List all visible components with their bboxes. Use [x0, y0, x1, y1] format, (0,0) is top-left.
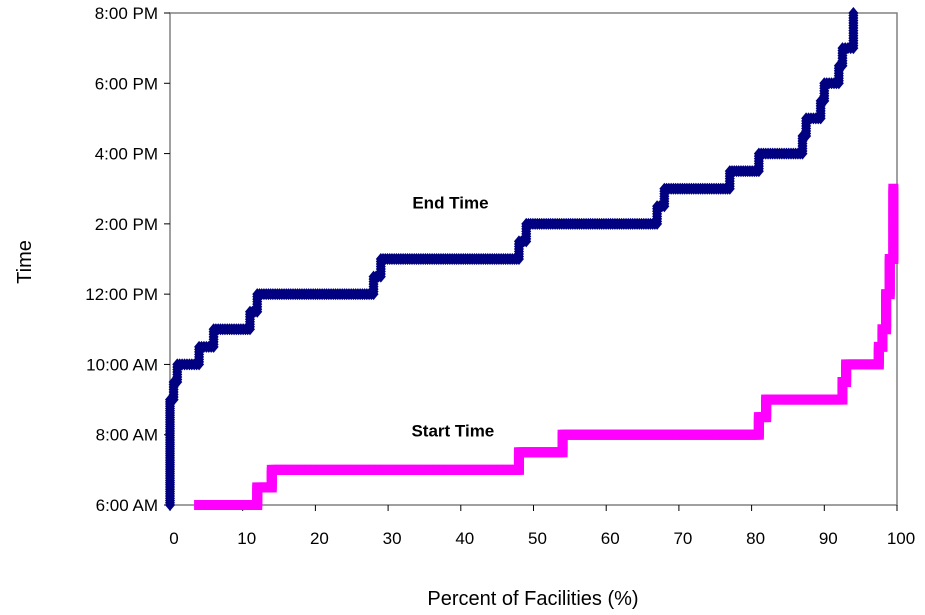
plot-area	[169, 12, 898, 506]
annotation-label: Start Time	[411, 422, 494, 441]
y-tick-label: 4:00 PM	[95, 145, 158, 164]
y-tick-label: 10:00 AM	[86, 355, 158, 374]
series-start-time	[194, 183, 899, 510]
annotations: End Time Start Time	[411, 193, 494, 440]
series-layer	[165, 7, 899, 511]
x-tick-label: 10	[237, 529, 256, 548]
y-tick-label: 2:00 PM	[95, 215, 158, 234]
x-tick-label: 40	[455, 529, 474, 548]
x-tick-label: 100	[887, 529, 915, 548]
x-tick-label: 70	[673, 529, 692, 548]
x-tick-label: 50	[528, 529, 547, 548]
x-tick-label: 80	[746, 529, 765, 548]
y-axis: 6:00 AM 8:00 AM 10:00 AM 12:00 PM 2:00 PM 4:0…	[85, 4, 170, 515]
data-point	[848, 7, 859, 19]
x-tick-label: 60	[601, 529, 620, 548]
x-tick-label: 30	[383, 529, 402, 548]
annotation-label: End Time	[412, 193, 488, 212]
series-end-time	[165, 7, 859, 511]
data-point	[888, 183, 899, 194]
x-axis-title: Percent of Facilities (%)	[427, 588, 638, 610]
x-tick-label: 0	[169, 529, 178, 548]
x-tick-label: 90	[819, 529, 838, 548]
y-tick-label: 8:00 AM	[96, 426, 158, 445]
x-axis: 0 10 20 30 40 50 60 70 80 90 100	[169, 505, 915, 548]
x-tick-label: 20	[310, 529, 329, 548]
y-tick-label: 12:00 PM	[85, 285, 158, 304]
y-tick-label: 8:00 PM	[95, 4, 158, 23]
y-tick-label: 6:00 AM	[96, 496, 158, 515]
y-axis-title: Time	[14, 240, 36, 284]
y-tick-label: 6:00 PM	[95, 74, 158, 93]
